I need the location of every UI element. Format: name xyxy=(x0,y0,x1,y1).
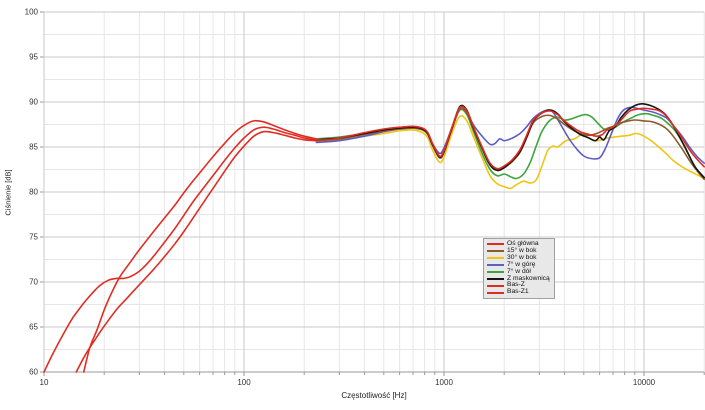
legend-item: Bas-Z1 xyxy=(487,289,550,296)
x-axis-title: Częstotliwość [Hz] xyxy=(341,391,407,400)
svg-text:60: 60 xyxy=(29,368,38,377)
legend-swatch xyxy=(487,277,504,280)
svg-text:85: 85 xyxy=(29,143,38,152)
legend-item: 30° w bok xyxy=(487,253,550,262)
legend-item: 7° w dół xyxy=(487,267,550,276)
svg-text:75: 75 xyxy=(29,233,38,242)
legend-swatch xyxy=(487,291,504,294)
legend-label: 30° w bok xyxy=(507,253,537,261)
svg-text:10: 10 xyxy=(40,378,49,387)
svg-text:1000: 1000 xyxy=(435,378,453,387)
svg-text:65: 65 xyxy=(29,323,38,332)
legend-item: 7° w górę xyxy=(487,260,550,269)
legend-swatch xyxy=(487,257,504,260)
legend-label: 15° w bok xyxy=(507,246,537,254)
legend-label: 7° w dół xyxy=(507,267,531,275)
legend-label: Oś główna xyxy=(507,240,539,248)
legend-swatch xyxy=(487,250,504,253)
legend-item: 15° w bok xyxy=(487,246,550,255)
legend-swatch xyxy=(487,264,504,267)
svg-text:100: 100 xyxy=(25,8,39,17)
legend-swatch xyxy=(487,271,504,273)
legend-label: Z maskownicą xyxy=(507,274,550,282)
legend-swatch xyxy=(487,243,504,246)
y-axis-title: Ciśnienie [dB] xyxy=(3,169,13,216)
svg-text:90: 90 xyxy=(29,98,38,107)
legend-item: Z maskownicą xyxy=(487,275,550,282)
legend-item: Oś główna xyxy=(487,240,550,248)
legend-swatch xyxy=(487,284,504,287)
legend-label: 7° w górę xyxy=(507,260,536,268)
legend: Oś główna 15° w bok 30° w bok 7° w górę … xyxy=(483,238,555,300)
legend-label: Bas-Z xyxy=(507,281,525,289)
legend-label: Bas-Z1 xyxy=(507,288,529,296)
svg-text:80: 80 xyxy=(29,188,38,197)
svg-text:10000: 10000 xyxy=(633,378,656,387)
legend-item: Bas-Z xyxy=(487,282,550,289)
svg-text:95: 95 xyxy=(29,53,38,62)
svg-text:100: 100 xyxy=(237,378,251,387)
svg-text:70: 70 xyxy=(29,278,38,287)
